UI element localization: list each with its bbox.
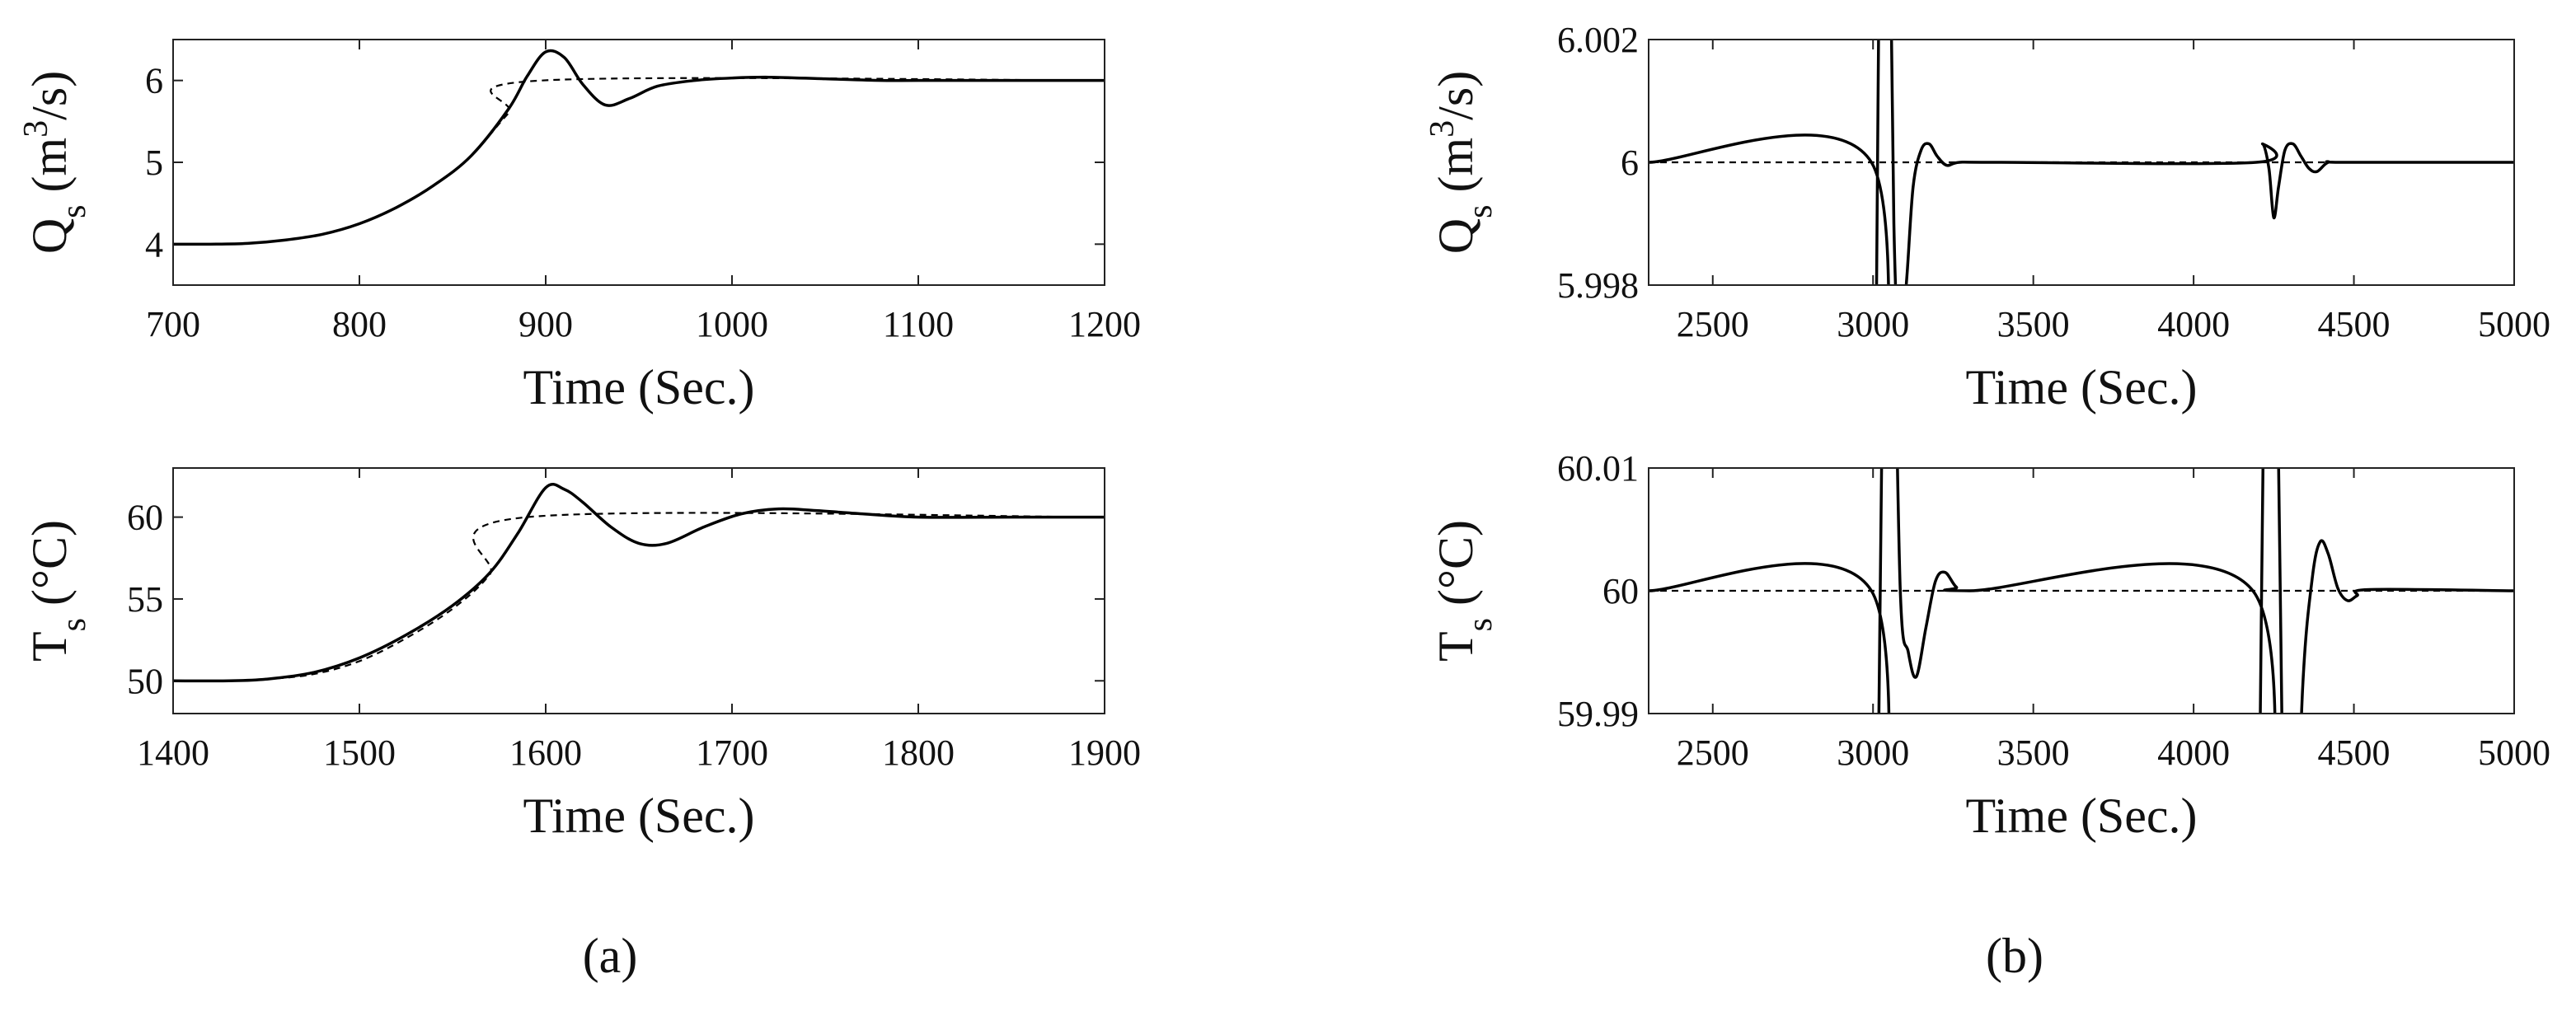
y-axis-label-part: (°C) bbox=[22, 520, 77, 618]
x-axis-label: Time (Sec.) bbox=[1965, 789, 2197, 843]
x-axis-label: Time (Sec.) bbox=[523, 360, 754, 414]
axes-box bbox=[172, 467, 1105, 714]
y-axis-label-part: s bbox=[1462, 618, 1499, 631]
y-tick-label: 60.01 bbox=[1557, 448, 1639, 489]
x-tick-label: 1100 bbox=[883, 304, 954, 344]
y-axis-label-part: s bbox=[55, 618, 93, 631]
x-tick-label: 1400 bbox=[137, 733, 209, 773]
x-tick-label: 3500 bbox=[1997, 304, 2070, 344]
y-tick-label: 6.002 bbox=[1557, 20, 1639, 60]
y-axis-label-part: 3 bbox=[17, 120, 55, 138]
line bbox=[173, 49, 1105, 246]
x-tick-label: 2500 bbox=[1677, 304, 1749, 344]
axes-box bbox=[172, 39, 1105, 286]
y-axis-label-part: (m bbox=[22, 138, 77, 205]
y-axis-label-part: (°C) bbox=[1429, 520, 1483, 618]
y-axis-label-part: s bbox=[55, 204, 93, 218]
y-axis-label-part: T bbox=[1429, 631, 1483, 662]
x-tick-label: 1200 bbox=[1068, 304, 1141, 344]
y-axis-label-part: /s) bbox=[1429, 71, 1483, 120]
x-axis-label: Time (Sec.) bbox=[523, 789, 754, 843]
y-tick-label: 5.998 bbox=[1557, 265, 1639, 306]
x-tick-label: 900 bbox=[518, 304, 573, 344]
x-tick-label: 4500 bbox=[2318, 733, 2391, 773]
line bbox=[173, 483, 1105, 683]
x-tick-label: 1600 bbox=[509, 733, 582, 773]
axes-box bbox=[1648, 467, 2515, 714]
y-axis-label: Ts (°C) bbox=[1429, 520, 1499, 662]
x-tick-label: 800 bbox=[332, 304, 387, 344]
line bbox=[1649, 468, 2514, 714]
y-axis-label-part: /s) bbox=[22, 71, 77, 120]
x-axis-label: Time (Sec.) bbox=[1965, 360, 2197, 414]
x-tick-label: 4500 bbox=[2318, 304, 2391, 344]
x-tick-label: 700 bbox=[146, 304, 200, 344]
plot-area bbox=[1649, 40, 2514, 285]
line bbox=[1649, 40, 2514, 285]
y-axis-label-part: Q bbox=[22, 218, 77, 254]
y-tick-label: 6 bbox=[1621, 143, 1639, 183]
y-axis-label-part: 3 bbox=[1424, 120, 1462, 138]
y-axis-label-part: (m bbox=[1429, 138, 1483, 205]
x-tick-label: 1800 bbox=[882, 733, 955, 773]
x-tick-label: 5000 bbox=[2478, 304, 2550, 344]
y-tick-label: 59.99 bbox=[1557, 694, 1639, 734]
x-tick-label: 3500 bbox=[1997, 733, 2070, 773]
x-tick-label: 4000 bbox=[2157, 304, 2230, 344]
x-tick-label: 1000 bbox=[696, 304, 768, 344]
y-tick-label: 6 bbox=[145, 61, 163, 101]
y-axis-label: Ts (°C) bbox=[22, 520, 93, 662]
y-axis-label-part: T bbox=[22, 631, 77, 662]
plot-area bbox=[173, 483, 1105, 683]
y-axis-label: Qs (m3/s) bbox=[17, 71, 93, 254]
y-tick-label: 55 bbox=[127, 579, 163, 620]
x-tick-label: 5000 bbox=[2478, 733, 2550, 773]
plot-area bbox=[173, 49, 1105, 246]
y-tick-label: 5 bbox=[145, 143, 163, 183]
y-tick-label: 60 bbox=[1602, 571, 1639, 611]
y-tick-label: 60 bbox=[127, 498, 163, 538]
axes-box bbox=[1648, 39, 2515, 286]
x-tick-label: 1900 bbox=[1068, 733, 1141, 773]
caption: (a) bbox=[583, 929, 638, 983]
y-tick-label: 4 bbox=[145, 224, 163, 264]
y-axis-label-part: Q bbox=[1429, 218, 1483, 254]
x-tick-label: 4000 bbox=[2157, 733, 2230, 773]
x-tick-label: 3000 bbox=[1837, 733, 1909, 773]
x-tick-label: 3000 bbox=[1837, 304, 1909, 344]
caption: (b) bbox=[1986, 929, 2043, 983]
y-axis-label-part: s bbox=[1462, 204, 1499, 218]
x-tick-label: 1500 bbox=[323, 733, 396, 773]
x-tick-label: 1700 bbox=[696, 733, 768, 773]
plot-area bbox=[1649, 468, 2514, 714]
x-tick-label: 2500 bbox=[1677, 733, 1749, 773]
y-tick-label: 50 bbox=[127, 661, 163, 701]
y-axis-label: Qs (m3/s) bbox=[1424, 71, 1499, 254]
